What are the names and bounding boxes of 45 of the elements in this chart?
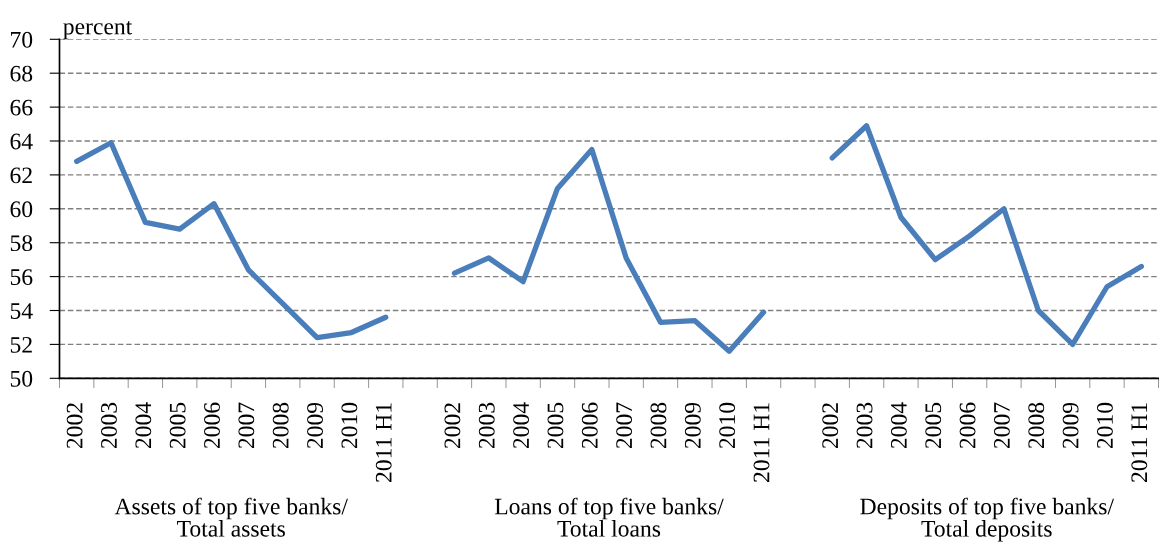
x-tick-label: 2003 xyxy=(100,402,117,449)
x-tick-label: 2004 xyxy=(890,402,907,449)
x-tick-label: 2011 H1 xyxy=(375,403,392,482)
x-tick-label: 2005 xyxy=(547,402,564,449)
x-tick-label: 2003 xyxy=(478,402,495,449)
x-tick-label: 2006 xyxy=(581,402,598,449)
x-tick-label: 2002 xyxy=(444,403,461,449)
x-tick-label: 2008 xyxy=(650,402,667,449)
text: Assets of top five banks/ Total assets xyxy=(114,497,348,537)
x-tick-label: 2009 xyxy=(684,402,701,449)
y-tick-label: 66 xyxy=(10,99,33,116)
x-tick-label: 2004 xyxy=(135,402,152,449)
x-tick-label: 2002 xyxy=(66,403,83,449)
y-tick-label: 64 xyxy=(10,133,33,150)
x-tick-label: 2003 xyxy=(856,402,873,449)
x-tick-label: 2007 xyxy=(238,402,255,449)
text: Deposits of top five banks/ Total deposits xyxy=(860,497,1114,542)
x-tick-label: 2010 xyxy=(1096,402,1113,449)
x-tick-label: 2011 H1 xyxy=(753,403,770,482)
x-tick-label: 2007 xyxy=(616,402,633,449)
text: Loans of top five banks/ Total loans xyxy=(494,497,724,537)
x-tick-label: 2009 xyxy=(1062,402,1079,449)
x-tick-label: 2005 xyxy=(925,402,942,449)
y-tick-label: 50 xyxy=(10,370,33,387)
y-tick-label: 62 xyxy=(10,167,32,184)
x-tick-label: 2010 xyxy=(719,402,736,449)
y-tick-label: 54 xyxy=(10,303,33,319)
y-tick-label: 60 xyxy=(10,201,33,218)
y-tick-label: 58 xyxy=(10,235,33,252)
x-tick-label: 2006 xyxy=(204,402,220,449)
x-tick-label: 2007 xyxy=(993,402,1010,449)
y-tick-label: 70 xyxy=(11,31,33,48)
y-tick-label: 68 xyxy=(10,65,33,82)
y-tick-label: 56 xyxy=(10,269,33,286)
x-tick-label: 2006 xyxy=(959,402,976,449)
x-tick-label: 2008 xyxy=(272,402,289,449)
y-tick-label: 52 xyxy=(10,336,32,353)
x-tick-label: 2011 H1 xyxy=(1131,403,1148,482)
x-tick-label: 2009 xyxy=(307,402,323,449)
x-tick-label: 2004 xyxy=(513,402,530,449)
x-tick-label: 2010 xyxy=(341,402,358,449)
x-tick-label: 2005 xyxy=(169,402,186,449)
x-tick-label: 2008 xyxy=(1028,402,1045,449)
y-axis-title: percent xyxy=(63,20,133,40)
x-tick-label: 2002 xyxy=(822,403,839,449)
